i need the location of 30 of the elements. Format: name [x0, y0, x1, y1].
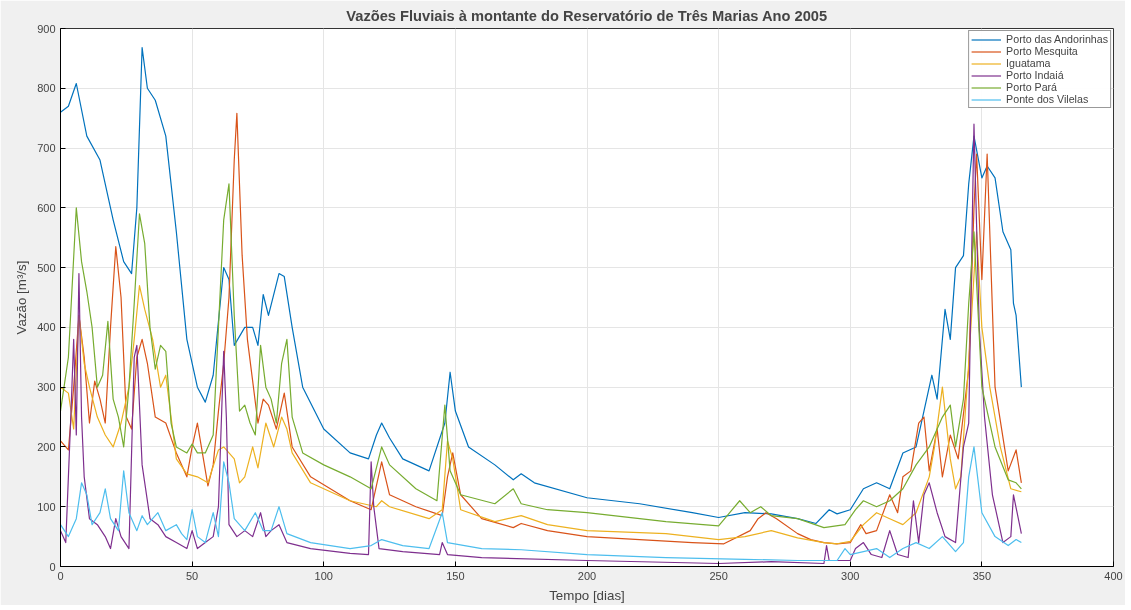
y-tick-label: 300 [37, 381, 56, 394]
legend-label: Porto Indaiá [1006, 69, 1064, 81]
x-axis-title: Tempo [dias] [549, 587, 625, 603]
y-tick-label: 800 [37, 82, 56, 95]
y-tick-label: 100 [37, 500, 56, 513]
legend-label: Porto das Andorinhas [1006, 33, 1108, 45]
y-tick-label: 200 [37, 440, 56, 453]
y-tick-label: 400 [37, 321, 56, 334]
line-series [60, 446, 1022, 562]
x-tick-label: 200 [577, 569, 597, 582]
x-tick-label: 250 [709, 569, 728, 582]
x-tick-label: 350 [972, 569, 992, 582]
x-tick-label: 0 [57, 569, 64, 582]
y-tick-label: 0 [49, 560, 56, 573]
line-series [60, 183, 1022, 529]
x-tick-label: 150 [446, 569, 465, 582]
x-tick-label: 400 [1104, 569, 1123, 582]
x-tick-label: 300 [841, 569, 860, 582]
y-tick-label: 500 [37, 261, 56, 274]
y-tick-label: 900 [37, 22, 56, 35]
x-tick-label: 100 [314, 569, 333, 582]
chart-title: Vazões Fluviais à montante do Reservatório de Três Marias Ano 2005 [346, 7, 828, 24]
y-tick-label: 600 [37, 201, 56, 214]
y-tick-label: 700 [37, 142, 56, 155]
y-axis-title: Vazão [m³/s] [14, 260, 30, 335]
legend-label: Ponte dos Vilelas [1006, 93, 1089, 105]
legend-label: Porto Mesquita [1006, 45, 1078, 57]
x-tick-label: 50 [186, 569, 199, 582]
legend-label: Porto Pará [1006, 81, 1058, 93]
legend-label: Iguatama [1006, 57, 1051, 69]
